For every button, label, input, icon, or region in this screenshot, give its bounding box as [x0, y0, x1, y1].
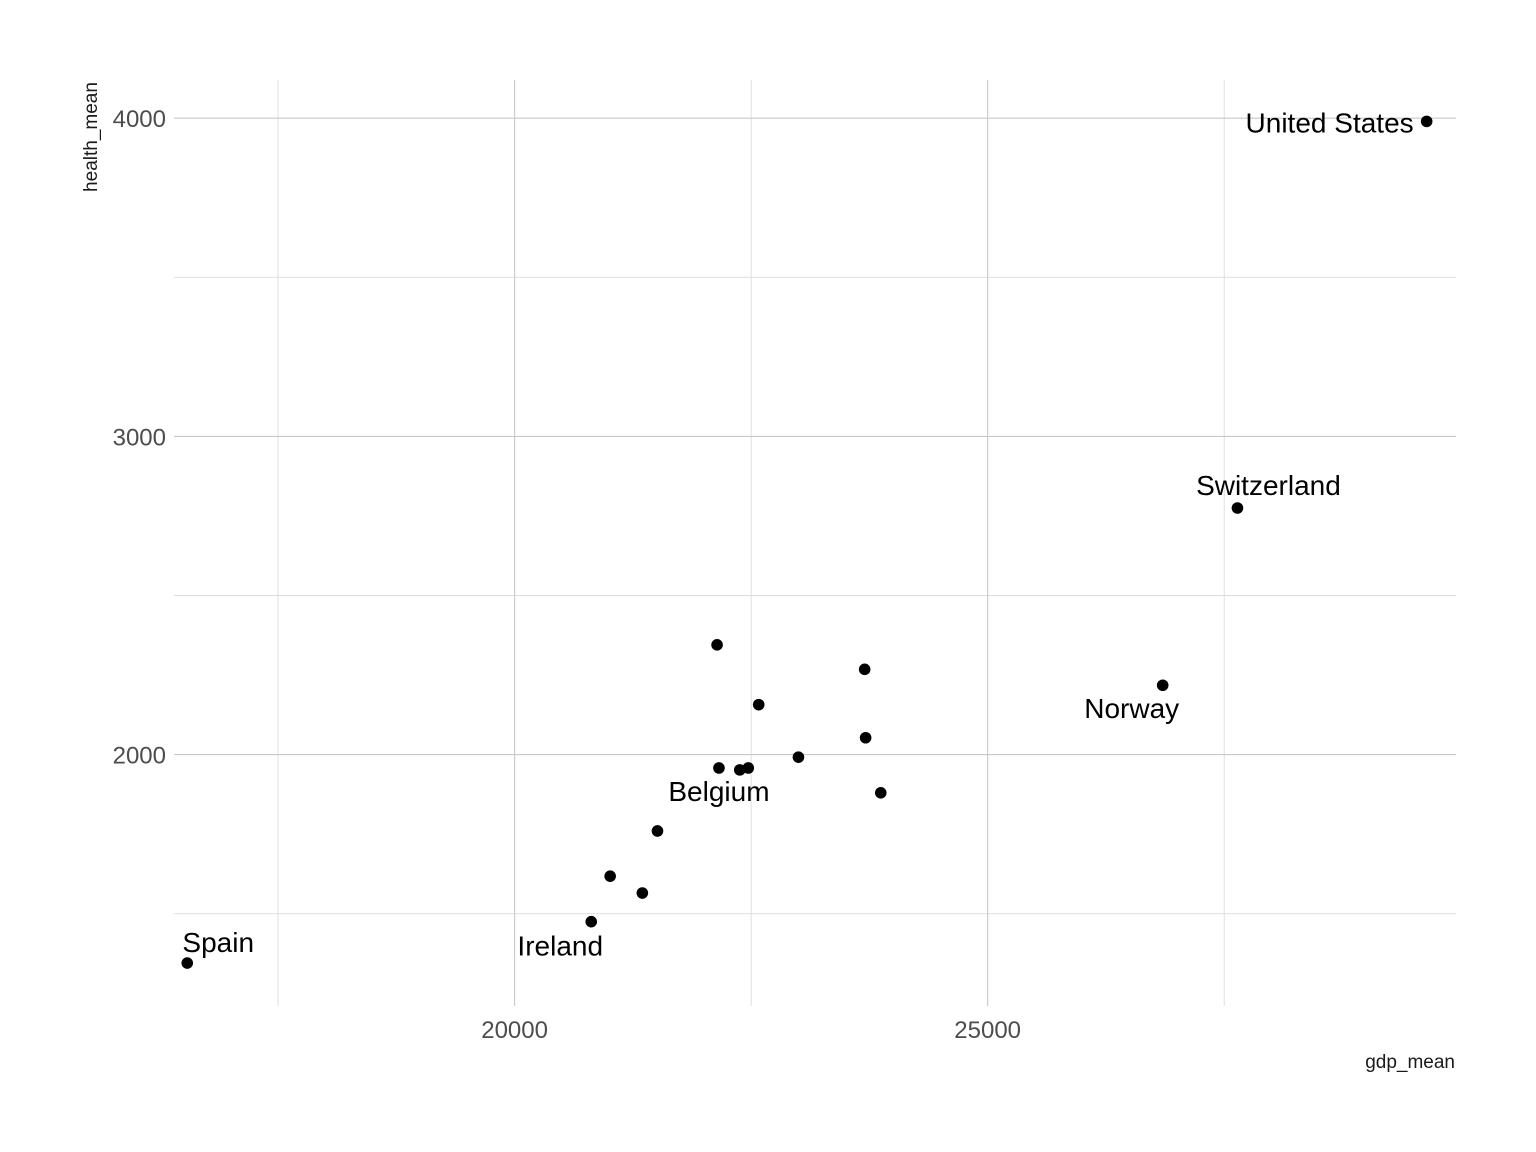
scatter-point	[1156, 679, 1169, 692]
data-points	[181, 115, 1433, 969]
point-label: Ireland	[517, 931, 603, 962]
scatter-point	[585, 915, 598, 928]
scatter-point	[742, 762, 755, 774]
scatter-point	[181, 957, 194, 969]
tick-labels: 20000 25000 2000 3000 4000	[113, 106, 1021, 1044]
point-label: Belgium	[668, 776, 769, 807]
x-tick-label: 25000	[954, 1017, 1021, 1044]
point-label: Switzerland	[1196, 470, 1341, 501]
scatter-point	[636, 887, 649, 899]
scatter-point	[711, 639, 723, 651]
scatter-point	[651, 825, 664, 837]
scatter-point	[858, 663, 871, 676]
point-label: Norway	[1084, 693, 1179, 724]
point-label: Spain	[182, 927, 254, 958]
x-axis-title: gdp_mean	[1365, 1052, 1455, 1073]
minor-gridlines	[174, 80, 1456, 1006]
point-labels: United States Switzerland Norway Belgium Ire…	[182, 107, 1413, 961]
scatter-point	[1231, 502, 1244, 514]
scatter-point	[792, 751, 805, 763]
scatter-point	[752, 698, 765, 711]
scatter-point	[713, 762, 725, 774]
major-gridlines	[174, 80, 1456, 1006]
y-tick-label: 3000	[113, 424, 166, 451]
point-label: United States	[1246, 107, 1414, 138]
scatter-point	[874, 786, 887, 799]
y-axis-title: health_mean	[81, 82, 102, 192]
scatter-point	[859, 731, 872, 744]
y-tick-label: 4000	[113, 106, 166, 133]
x-tick-label: 20000	[481, 1017, 548, 1044]
scatter-point	[1420, 115, 1433, 128]
scatter-point	[604, 870, 616, 882]
y-tick-label: 2000	[113, 743, 166, 770]
